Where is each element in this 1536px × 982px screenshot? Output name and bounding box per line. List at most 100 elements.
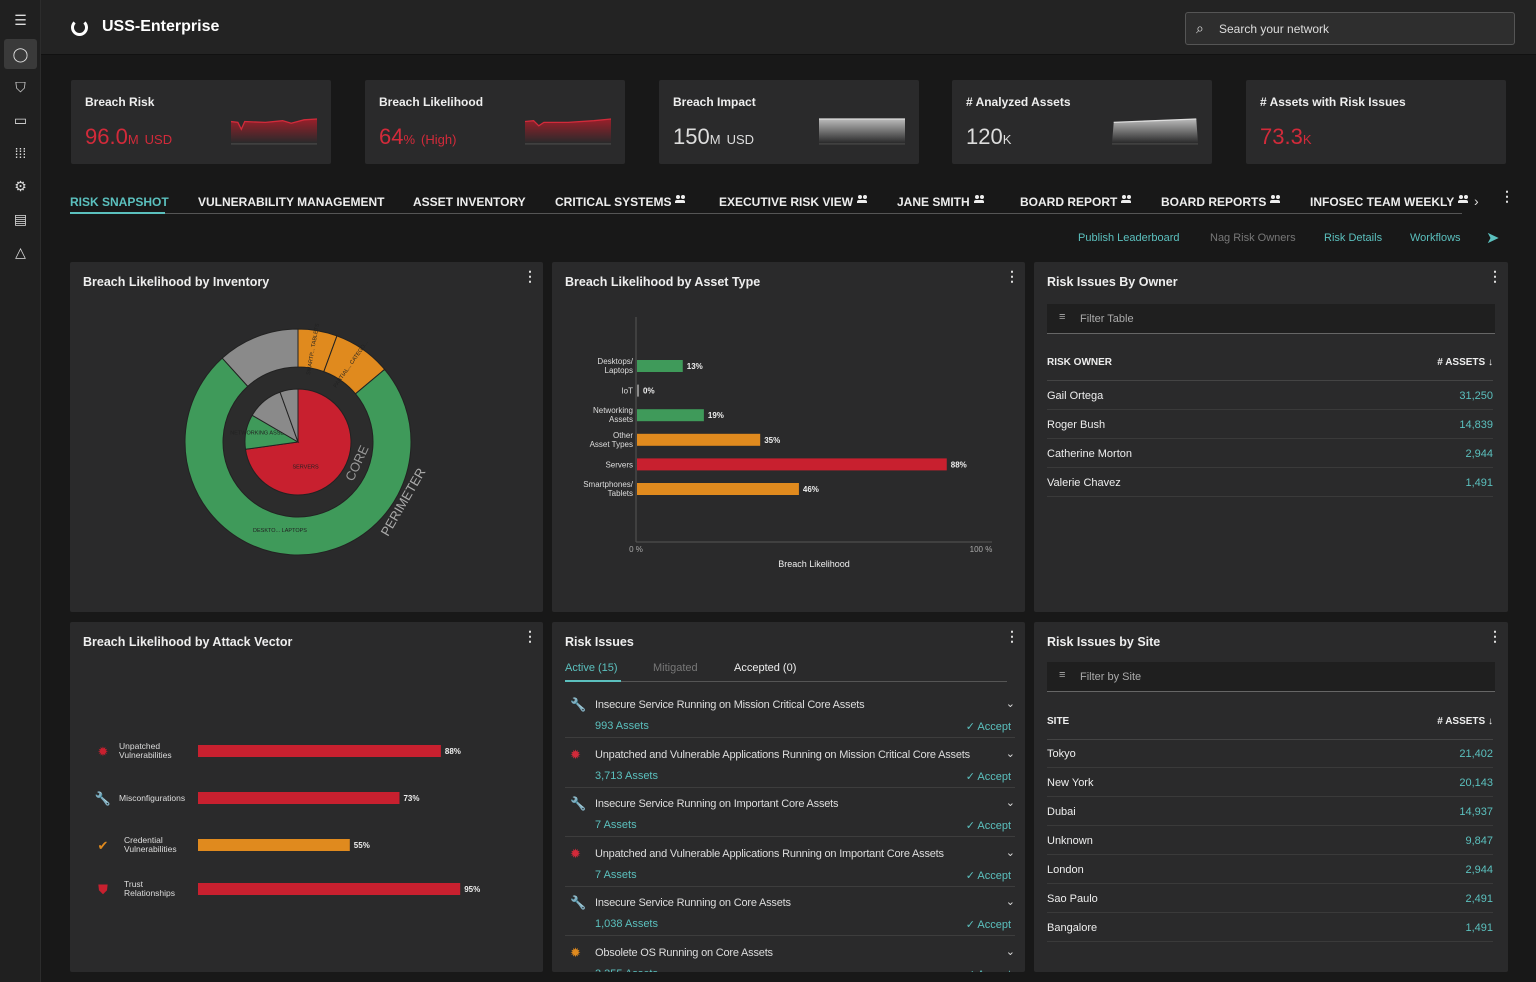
risk-issue-item[interactable]: ✹ Unpatched and Vulnerable Applications R… xyxy=(565,838,1015,887)
table-row[interactable]: Gail Ortega 31,250 xyxy=(1047,381,1493,410)
devices-icon[interactable]: ▭ xyxy=(13,111,28,128)
table-row[interactable]: London 2,944 xyxy=(1047,855,1493,884)
menu-icon[interactable]: ☰ xyxy=(14,11,27,28)
issue-assets-link[interactable]: 7 Assets xyxy=(595,819,637,831)
tab-critical-systems[interactable]: CRITICAL SYSTEMS xyxy=(555,195,686,209)
col-risk-owner[interactable]: RISK OWNER xyxy=(1047,357,1112,368)
chevron-down-icon[interactable]: ⌄ xyxy=(1005,945,1015,958)
table-row[interactable]: Valerie Chavez 1,491 xyxy=(1047,468,1493,497)
apps-grid-icon[interactable]: ⁞⁞⁞ xyxy=(14,145,27,161)
bar[interactable] xyxy=(637,384,639,397)
table-row[interactable]: Bangalore 1,491 xyxy=(1047,913,1493,942)
risk-issue-item[interactable]: ✹ Unpatched and Vulnerable Applications R… xyxy=(565,739,1015,788)
table-row[interactable]: Sao Paulo 2,491 xyxy=(1047,884,1493,913)
kpi-card[interactable]: # Assets with Risk Issues 73.3K xyxy=(1246,80,1506,164)
bar[interactable] xyxy=(198,883,461,895)
tab-asset-inventory[interactable]: ASSET INVENTORY xyxy=(413,195,526,209)
panel-menu-icon[interactable]: ⋮ xyxy=(523,268,537,284)
dashboard-icon[interactable]: ◯ xyxy=(4,39,37,69)
risk-issue-item[interactable]: 🔧 Insecure Service Running on Core Assets… xyxy=(565,887,1015,936)
search-input[interactable]: ⌕ Search your network xyxy=(1185,12,1515,45)
donut-segment[interactable] xyxy=(184,357,412,556)
issue-assets-link[interactable]: 7 Assets xyxy=(595,868,637,881)
risk-issue-item[interactable]: 🔧 Insecure Service Running on Mission Cri… xyxy=(565,689,1015,738)
tab-mitigated[interactable]: Mitigated xyxy=(653,662,698,674)
bar[interactable] xyxy=(637,360,683,372)
tab-accepted[interactable]: Accepted (0) xyxy=(734,662,797,674)
tabs-scroll-right-icon[interactable]: › xyxy=(1474,193,1479,209)
risk-details-link[interactable]: Risk Details xyxy=(1324,232,1383,244)
panel-menu-icon[interactable]: ⋮ xyxy=(1488,268,1502,284)
row-count[interactable]: 1,491 xyxy=(1465,922,1493,934)
send-icon[interactable]: ➤ xyxy=(1486,230,1500,247)
panel-menu-icon[interactable]: ⋮ xyxy=(1005,628,1019,644)
chevron-down-icon[interactable]: ⌄ xyxy=(1005,896,1015,908)
publish-leaderboard-link[interactable]: Publish Leaderboard xyxy=(1078,232,1180,244)
donut-segment[interactable] xyxy=(279,388,299,443)
tab-risk-snapshot[interactable]: RISK SNAPSHOT xyxy=(70,195,169,209)
kpi-card[interactable]: # Analyzed Assets 120K xyxy=(952,80,1212,164)
row-count[interactable]: 2,491 xyxy=(1465,893,1493,905)
risk-issue-item[interactable]: 🔧 Insecure Service Running on Important C… xyxy=(565,788,1015,837)
accept-button[interactable]: ✓ Accept xyxy=(965,919,1011,931)
table-row[interactable]: Catherine Morton 2,944 xyxy=(1047,439,1493,468)
tab-board-reports[interactable]: BOARD REPORTS xyxy=(1161,195,1281,209)
row-count[interactable]: 14,839 xyxy=(1459,419,1493,431)
issue-assets-link[interactable]: 3,713 Assets xyxy=(595,769,658,782)
tab-vulnerability-management[interactable]: VULNERABILITY MANAGEMENT xyxy=(198,195,384,209)
kpi-card[interactable]: Breach Likelihood 64% (High) xyxy=(365,80,625,164)
tabs-more-icon[interactable]: ⋮ xyxy=(1500,188,1514,204)
row-count[interactable]: 2,944 xyxy=(1465,864,1493,876)
report-icon[interactable]: ▤ xyxy=(13,210,28,227)
bar[interactable] xyxy=(198,792,400,804)
owner-filter-input[interactable]: ≡ Filter Table xyxy=(1047,304,1495,334)
accept-button[interactable]: ✓ Accept xyxy=(965,721,1011,733)
accept-button[interactable]: ✓ Accept xyxy=(965,869,1011,882)
kpi-card[interactable]: Breach Risk 96.0M USD xyxy=(71,80,331,164)
bar[interactable] xyxy=(637,483,799,495)
panel-menu-icon[interactable]: ⋮ xyxy=(1488,628,1502,644)
issue-assets-link[interactable]: 3,355 Assets xyxy=(595,968,658,973)
table-row[interactable]: Unknown 9,847 xyxy=(1047,826,1493,855)
accept-button[interactable]: ✓ Accept xyxy=(965,820,1011,832)
accept-button[interactable]: ✓ Accept xyxy=(966,968,1011,973)
bar[interactable] xyxy=(637,433,761,446)
row-count[interactable]: 20,143 xyxy=(1459,777,1493,789)
tab-active[interactable]: Active (15) xyxy=(565,662,618,674)
issue-assets-link[interactable]: 993 Assets xyxy=(595,720,649,732)
site-filter-input[interactable]: ≡ Filter by Site xyxy=(1047,662,1495,692)
table-row[interactable]: New York 20,143 xyxy=(1047,768,1493,797)
row-count[interactable]: 31,250 xyxy=(1459,390,1493,402)
risk-issue-item[interactable]: ✹ Obsolete OS Running on Core Assets 3,355… xyxy=(565,937,1015,973)
chevron-down-icon[interactable]: ⌄ xyxy=(1005,747,1015,760)
kpi-card[interactable]: Breach Impact 150M USD xyxy=(659,80,919,164)
table-row[interactable]: Tokyo 21,402 xyxy=(1047,739,1493,768)
gear-icon[interactable]: ⚙ xyxy=(14,177,27,194)
row-count[interactable]: 9,847 xyxy=(1465,835,1493,847)
chevron-down-icon[interactable]: ⌄ xyxy=(1005,797,1015,809)
row-count[interactable]: 14,937 xyxy=(1459,806,1493,818)
accept-button[interactable]: ✓ Accept xyxy=(965,770,1011,783)
col-assets[interactable]: # ASSETS ↓ xyxy=(1437,716,1493,727)
tab-infosec-team-weekly[interactable]: INFOSEC TEAM WEEKLY xyxy=(1310,195,1469,209)
bar[interactable] xyxy=(198,745,441,757)
row-count[interactable]: 2,944 xyxy=(1465,448,1493,460)
nag-risk-owners-link[interactable]: Nag Risk Owners xyxy=(1210,232,1296,244)
panel-menu-icon[interactable]: ⋮ xyxy=(1005,268,1019,284)
bar[interactable] xyxy=(637,458,947,471)
col-site[interactable]: SITE xyxy=(1047,716,1070,727)
workflows-link[interactable]: Workflows xyxy=(1410,232,1461,244)
warning-icon[interactable]: △ xyxy=(15,243,26,260)
table-row[interactable]: Dubai 14,937 xyxy=(1047,797,1493,826)
row-count[interactable]: 1,491 xyxy=(1465,477,1493,489)
panel-menu-icon[interactable]: ⋮ xyxy=(523,628,537,644)
chevron-down-icon[interactable]: ⌄ xyxy=(1005,846,1015,859)
tab-executive-risk-view[interactable]: EXECUTIVE RISK VIEW xyxy=(719,195,868,209)
col-assets[interactable]: # ASSETS ↓ xyxy=(1437,357,1493,368)
shield-icon[interactable]: ⛉ xyxy=(15,78,26,95)
issue-assets-link[interactable]: 1,038 Assets xyxy=(595,918,658,930)
table-row[interactable]: Roger Bush 14,839 xyxy=(1047,410,1493,439)
bar[interactable] xyxy=(198,839,350,851)
chevron-down-icon[interactable]: ⌄ xyxy=(1005,698,1015,710)
row-count[interactable]: 21,402 xyxy=(1459,748,1493,760)
